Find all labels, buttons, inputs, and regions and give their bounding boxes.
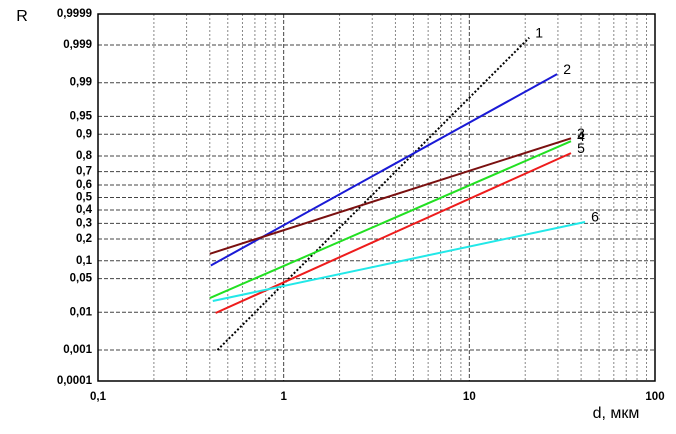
series-line	[210, 73, 558, 267]
x-tick-label: 0,1	[90, 391, 107, 403]
series-line	[209, 140, 572, 300]
y-tick-label: 0,5	[76, 192, 93, 204]
y-tick-label: 0,7	[76, 166, 92, 178]
y-tick-label: 0,9999	[57, 8, 92, 20]
series-label: 5	[577, 140, 585, 156]
y-tick-label: 0,95	[70, 110, 93, 122]
y-tick-label: 0,05	[70, 273, 93, 285]
series-line	[215, 152, 572, 314]
y-tick-label: 0,001	[63, 344, 92, 356]
y-tick-label: 0,2	[76, 233, 92, 245]
y-tick-label: 0,99	[70, 77, 92, 89]
x-axis-label: d, мкм	[593, 405, 640, 422]
series-label: 1	[535, 24, 543, 40]
x-tick-label: 1	[280, 391, 287, 403]
y-tick-label: 0,999	[63, 39, 92, 51]
y-tick-label: 0,1	[76, 255, 93, 267]
series-line	[212, 221, 586, 302]
series-label: 2	[563, 61, 571, 77]
series-line	[209, 137, 572, 255]
x-tick-label: 100	[645, 391, 664, 403]
y-tick-label: 0,8	[76, 150, 93, 162]
x-tick-label: 10	[463, 391, 476, 403]
series-label: 3	[577, 125, 585, 141]
y-tick-label: 0,0001	[57, 375, 93, 387]
y-axis-label: R	[16, 8, 28, 25]
y-tick-label: 0,6	[76, 179, 92, 191]
series-label: 6	[591, 209, 599, 225]
plot-frame	[97, 13, 656, 382]
y-tick-label: 0,4	[76, 204, 93, 216]
y-tick-label: 0,9	[76, 128, 92, 140]
series-label: 4	[577, 128, 585, 144]
y-tick-label: 0,3	[76, 217, 92, 229]
series-line	[216, 36, 530, 351]
y-tick-label: 0,01	[70, 306, 93, 318]
